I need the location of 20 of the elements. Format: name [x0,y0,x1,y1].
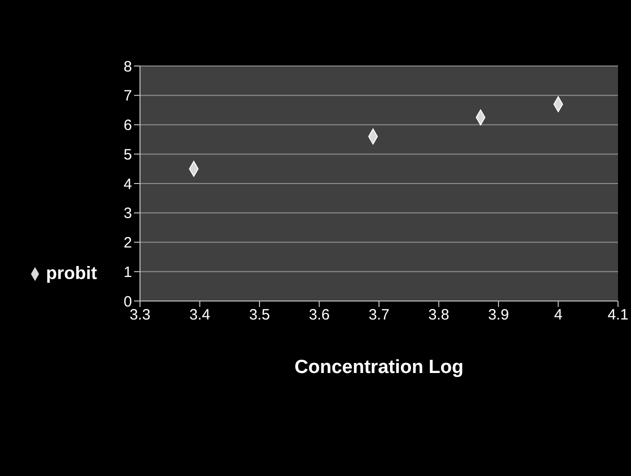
y-tick-label: 1 [124,264,132,281]
x-tick-label: 3.6 [308,306,330,324]
x-tick-label: 3.5 [249,306,270,324]
y-tick-label: 4 [124,176,132,193]
y-tick-label: 5 [124,146,132,164]
y-tick-label: 2 [124,234,132,252]
x-axis-title: Concentration Log [294,357,464,378]
x-tick-label: 3.7 [368,306,390,324]
x-tick-label: 4.1 [608,306,628,324]
y-tick-label: 0 [124,293,132,310]
y-tick-label: 3 [124,205,132,222]
x-tick-label: 3.4 [189,306,210,324]
y-tick-label: 7 [124,88,132,105]
legend-label: probit [46,263,97,283]
x-tick-label: 3.9 [488,306,509,324]
x-tick-label: 3.8 [428,306,450,324]
y-tick-label: 8 [124,58,132,76]
y-tick-label: 6 [124,117,132,134]
x-tick-label: 3.3 [130,306,150,324]
x-tick-label: 4 [554,306,562,324]
